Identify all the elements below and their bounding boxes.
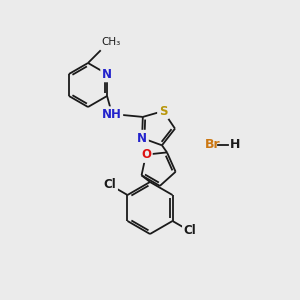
Text: NH: NH: [102, 107, 122, 121]
Text: Br: Br: [205, 139, 220, 152]
Text: Cl: Cl: [104, 178, 116, 191]
Text: CH₃: CH₃: [102, 37, 121, 47]
Text: H: H: [230, 139, 240, 152]
Text: Cl: Cl: [184, 224, 196, 238]
Text: O: O: [141, 148, 151, 161]
Text: S: S: [159, 105, 167, 118]
Text: N: N: [102, 68, 112, 80]
Text: N: N: [137, 132, 147, 145]
